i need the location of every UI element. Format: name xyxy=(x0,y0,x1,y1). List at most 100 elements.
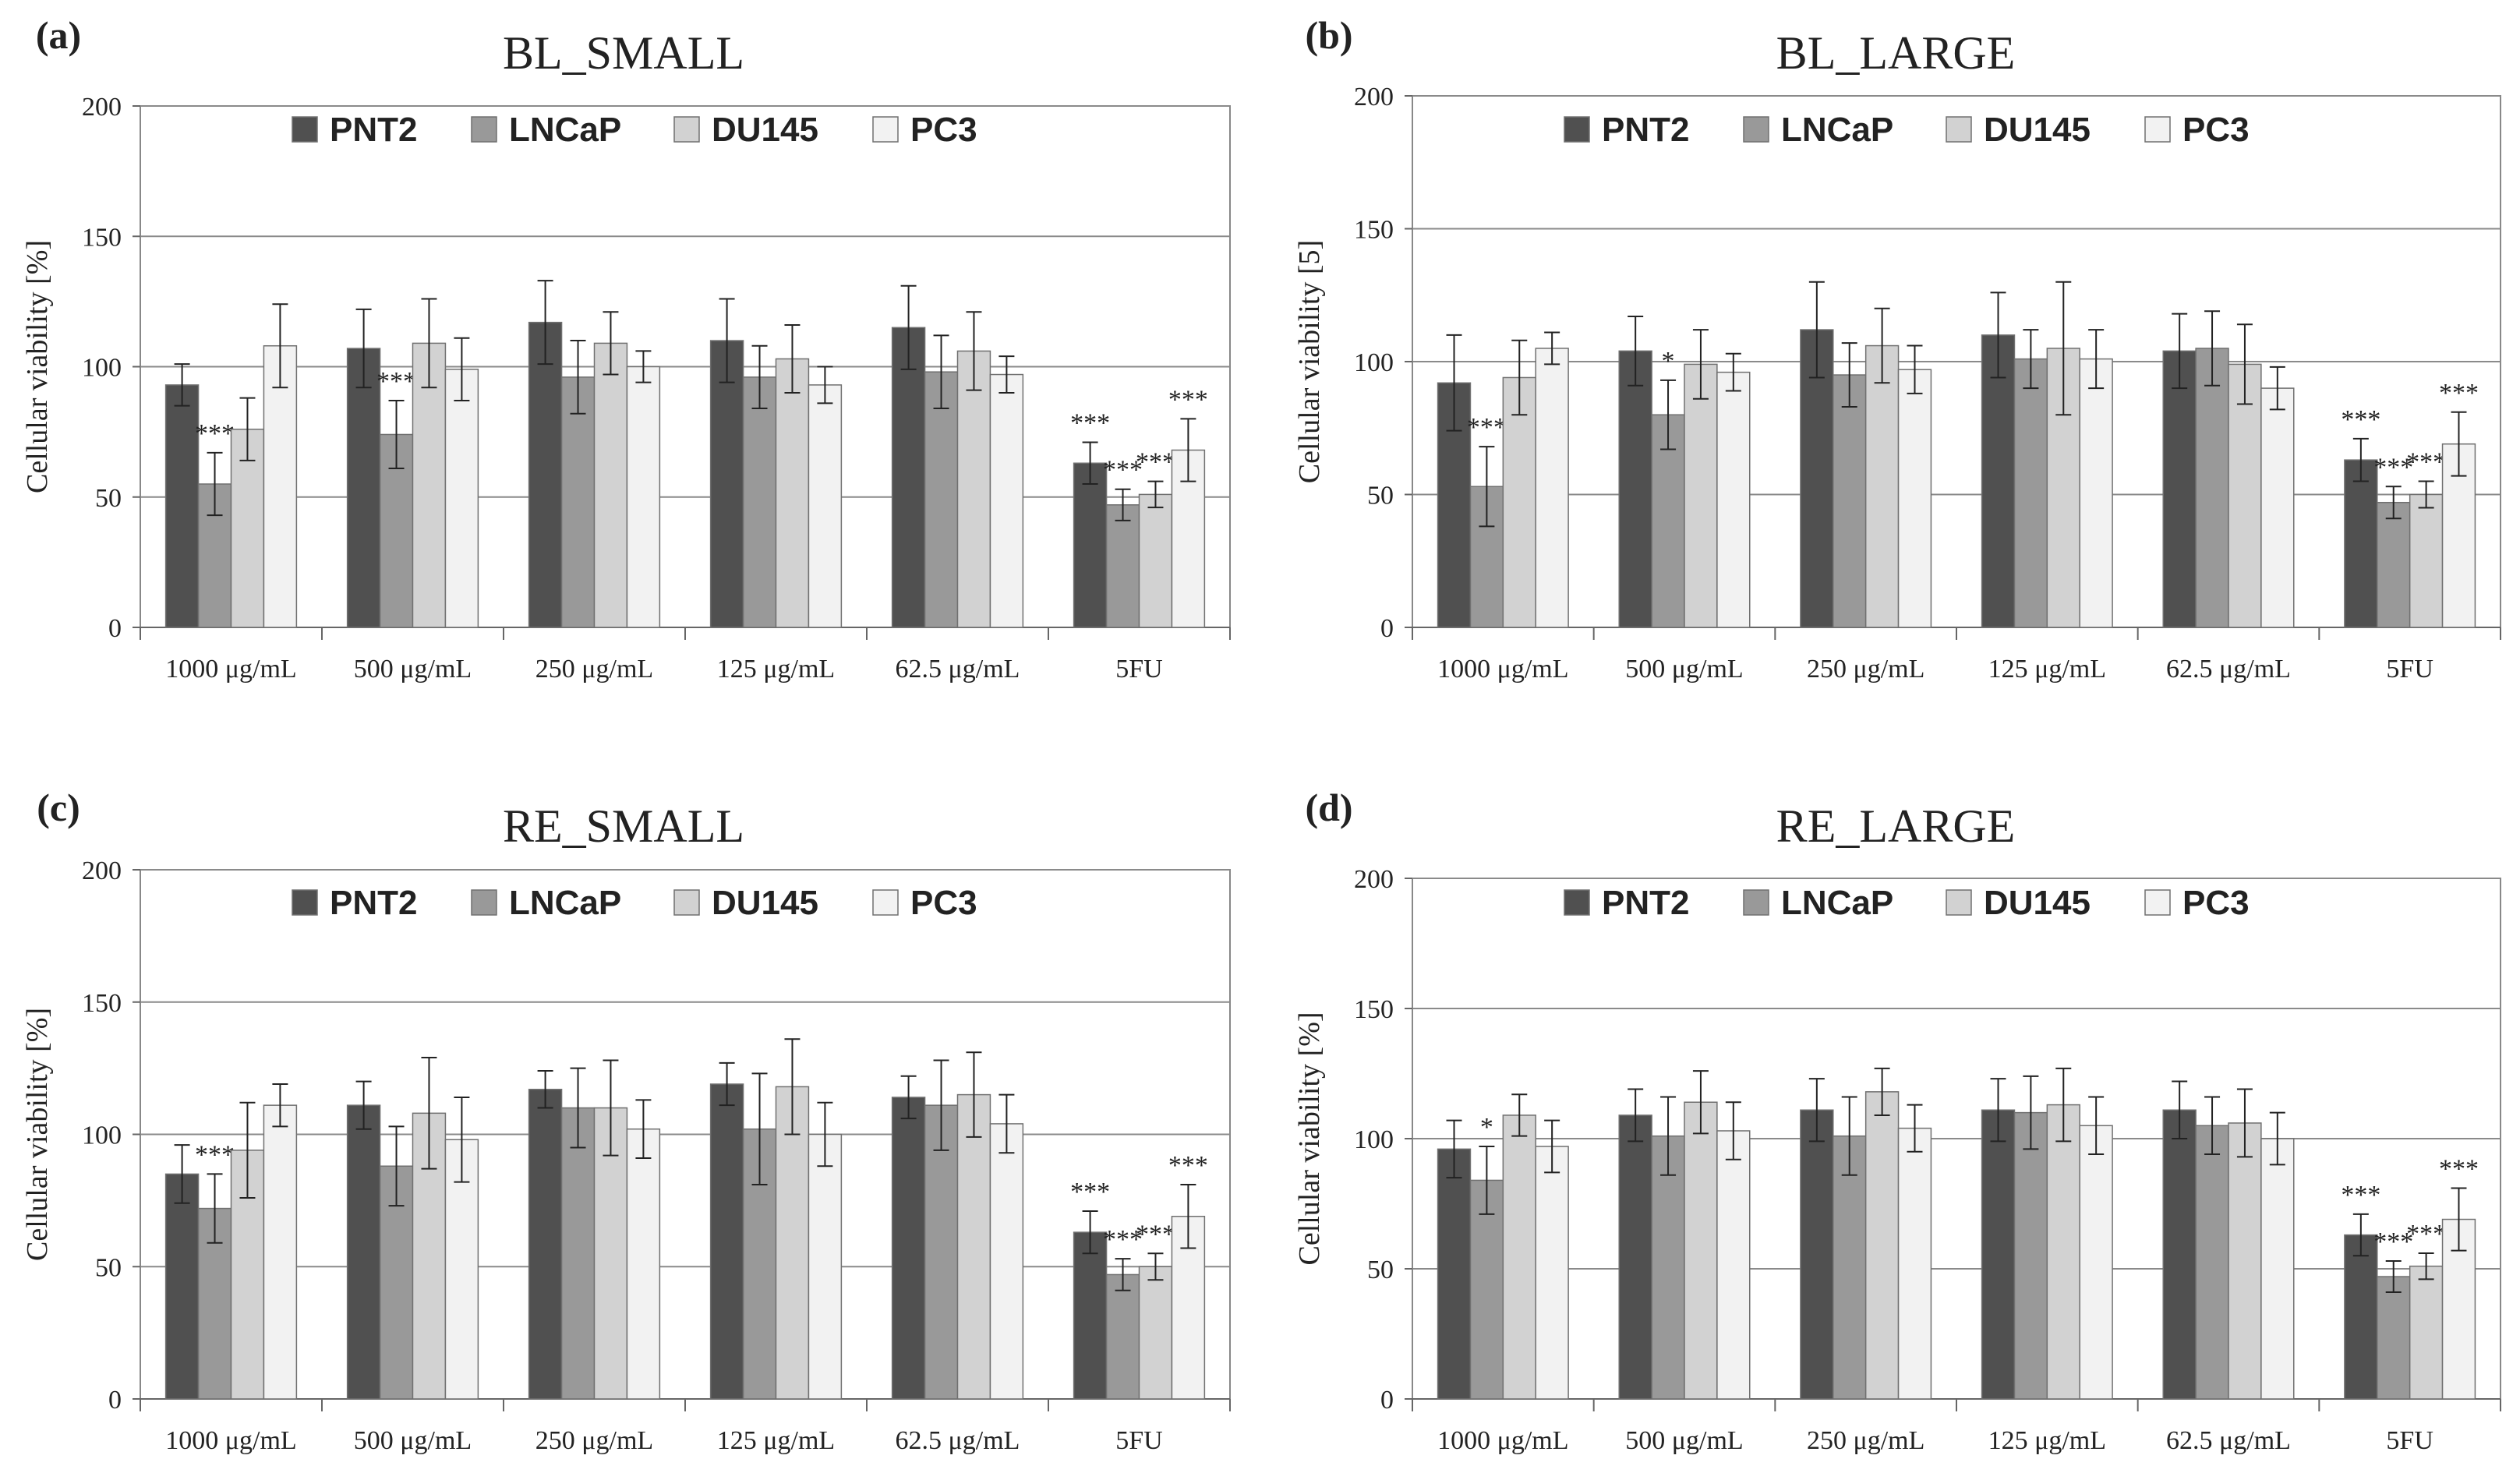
legend-label: LNCaP xyxy=(509,884,621,922)
y-tick-label: 100 xyxy=(82,354,122,383)
bar xyxy=(1073,462,1108,628)
x-tick-label: 5FU xyxy=(2386,655,2433,683)
significance-label: *** xyxy=(1168,385,1208,414)
bar xyxy=(1981,334,2016,628)
legend-label: PC3 xyxy=(2182,111,2250,149)
bar xyxy=(2195,348,2229,628)
x-tick-label: 62.5 μg/mL xyxy=(2166,1426,2291,1455)
bar xyxy=(1469,1179,1504,1400)
y-axis-label: Cellular viability [%] xyxy=(21,1008,54,1261)
bar xyxy=(2344,459,2378,628)
bar xyxy=(2162,350,2197,628)
bar xyxy=(412,342,447,628)
y-tick-label: 150 xyxy=(82,989,122,1018)
bar xyxy=(1800,1109,1834,1400)
significance-label: *** xyxy=(2341,1181,2380,1210)
significance-label: *** xyxy=(376,367,416,396)
bar xyxy=(1864,1091,1900,1400)
x-tick-label: 500 μg/mL xyxy=(1625,1426,1743,1455)
bar xyxy=(891,1097,926,1400)
legend-label: LNCaP xyxy=(509,111,621,149)
bar xyxy=(263,1104,298,1400)
bar xyxy=(1716,1130,1751,1400)
bar xyxy=(2013,1111,2048,1400)
bar xyxy=(1800,329,1834,628)
x-tick-label: 250 μg/mL xyxy=(1807,1426,1924,1455)
significance-label: *** xyxy=(1070,1178,1110,1206)
legend-swatch xyxy=(292,889,318,916)
bar xyxy=(593,1107,628,1400)
chart-title: RE_LARGE xyxy=(1776,800,2016,852)
legend-swatch xyxy=(673,116,700,143)
bar xyxy=(989,373,1024,628)
legend-label: PC3 xyxy=(2182,884,2250,922)
x-tick-label: 125 μg/mL xyxy=(1988,655,2106,683)
y-tick-label: 50 xyxy=(1367,1256,1394,1284)
legend-label: PNT2 xyxy=(330,111,417,149)
legend-swatch xyxy=(872,116,899,143)
legend-label: PC3 xyxy=(910,884,977,922)
bar xyxy=(2344,1234,2378,1400)
significance-label: *** xyxy=(1070,409,1110,438)
bar xyxy=(2260,1138,2295,1400)
bar xyxy=(560,1107,596,1400)
significance-label: *** xyxy=(2406,1220,2446,1249)
significance-label: * xyxy=(1480,1113,1493,1142)
significance-label: *** xyxy=(2439,379,2479,408)
significance-label: *** xyxy=(2341,405,2380,434)
x-tick-label: 1000 μg/mL xyxy=(1437,1426,1568,1455)
y-tick-label: 50 xyxy=(1367,482,1394,510)
bar xyxy=(1105,504,1140,628)
bar xyxy=(1502,1114,1536,1400)
y-tick-label: 150 xyxy=(1354,216,1394,245)
x-tick-label: 125 μg/mL xyxy=(717,655,835,683)
bar xyxy=(2162,1109,2197,1400)
bar xyxy=(775,358,810,628)
bar xyxy=(528,1089,563,1400)
bar xyxy=(528,321,563,628)
chart-title: BL_LARGE xyxy=(1776,27,2016,79)
bar xyxy=(956,1093,991,1400)
bar xyxy=(626,1128,661,1400)
bar xyxy=(924,1104,959,1400)
bar xyxy=(263,344,298,628)
significance-label: *** xyxy=(2373,1227,2413,1256)
bar xyxy=(346,348,381,628)
bar xyxy=(444,1139,479,1400)
y-tick-label: 100 xyxy=(1354,348,1394,377)
legend-label: PNT2 xyxy=(330,884,417,922)
bar xyxy=(709,340,744,628)
significance-label: *** xyxy=(195,419,235,448)
legend-label: DU145 xyxy=(712,111,818,149)
bar xyxy=(1981,1109,2016,1400)
y-tick-label: 50 xyxy=(95,1253,122,1282)
x-tick-label: 62.5 μg/mL xyxy=(896,1426,1020,1455)
legend-swatch xyxy=(1564,889,1590,916)
legend-swatch xyxy=(1564,116,1590,143)
bar xyxy=(956,350,991,628)
legend-swatch xyxy=(2144,116,2171,143)
bar xyxy=(709,1083,744,1400)
x-tick-label: 250 μg/mL xyxy=(1807,655,1924,683)
significance-label: *** xyxy=(2439,1154,2479,1183)
y-tick-label: 200 xyxy=(1354,83,1394,111)
significance-label: * xyxy=(1662,347,1675,376)
bar xyxy=(2377,501,2411,628)
legend-swatch xyxy=(1743,116,1769,143)
y-tick-label: 100 xyxy=(82,1121,122,1150)
x-tick-label: 5FU xyxy=(1115,1426,1162,1455)
bar xyxy=(2228,1122,2262,1400)
panel-letter: (b) xyxy=(1305,13,1352,57)
y-axis-label: Cellular viability [%] xyxy=(21,240,54,493)
y-tick-label: 200 xyxy=(82,93,122,122)
bar xyxy=(560,376,596,628)
x-tick-label: 1000 μg/mL xyxy=(1437,655,1568,683)
x-tick-label: 500 μg/mL xyxy=(354,1426,472,1455)
y-tick-label: 200 xyxy=(1354,865,1394,894)
y-tick-label: 0 xyxy=(108,1386,122,1415)
bar xyxy=(808,384,843,628)
bar xyxy=(2195,1125,2229,1400)
significance-label: *** xyxy=(1136,1220,1175,1249)
legend-label: PC3 xyxy=(910,111,977,149)
